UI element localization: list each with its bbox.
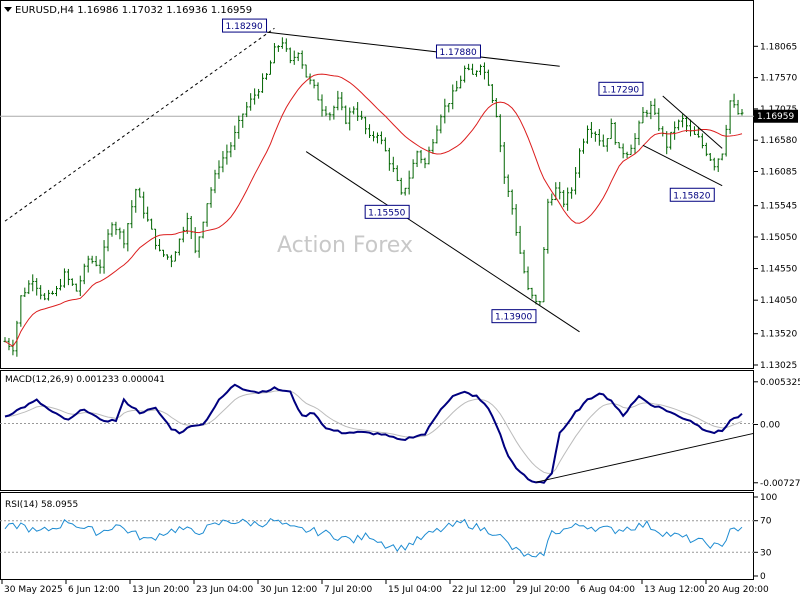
price-annotation-label: 1.17880 <box>439 48 476 58</box>
trendlines <box>4 27 723 333</box>
time-tick-label: 29 Jul 20:00 <box>516 585 570 595</box>
rsi-axis: 100 70 30 0 <box>0 493 777 582</box>
price-annotation-box <box>435 44 481 59</box>
time-tick-label: 15 Jul 04:00 <box>388 585 442 595</box>
time-tick-label: 23 Jun 04:00 <box>196 585 253 595</box>
price-annotation-box <box>222 18 268 33</box>
macd-panel <box>0 370 754 491</box>
moving-average-line <box>4 73 743 347</box>
price-tick-label: 1.13520 <box>760 330 797 340</box>
time-tick-label: 7 Jul 20:00 <box>324 585 373 595</box>
trendline <box>266 31 560 67</box>
time-axis: 30 May 2025 6 Jun 12:00 13 Jun 20:00 23 Jun… <box>1 580 769 595</box>
price-tick-label: 1.16085 <box>760 168 797 178</box>
time-tick-label: 30 May 2025 <box>4 585 63 595</box>
price-tick-label: 1.13025 <box>760 361 797 371</box>
price-annotation-label: 1.18290 <box>226 22 263 32</box>
trendline <box>4 27 275 222</box>
rsi-line <box>4 517 743 558</box>
trendline <box>305 151 580 333</box>
rsi-tick-label: 100 <box>760 493 777 503</box>
time-tick-label: 13 Aug 12:00 <box>644 585 705 595</box>
rsi-tick-label: 70 <box>760 517 772 527</box>
price-tick-label: 1.16580 <box>760 136 797 146</box>
price-annotation-label: 1.15820 <box>673 191 710 201</box>
price-annotations: 1.18290 1.17880 1.17290 1.15550 1.13900 1.158… <box>222 18 715 324</box>
price-annotation-label: 1.13900 <box>495 313 532 323</box>
macd-tick-label: -0.007273 <box>760 479 800 489</box>
symbol-header: EURUSD,H4 1.16986 1.17032 1.16936 1.1695… <box>15 5 252 16</box>
watermark: Action Forex <box>277 233 413 258</box>
price-bars <box>3 37 744 357</box>
price-annotation-label: 1.17290 <box>602 85 639 95</box>
rsi-title: RSI(14) 58.0955 <box>5 500 78 510</box>
trendline <box>642 144 723 187</box>
rsi-panel <box>0 492 754 580</box>
trendline <box>662 95 723 149</box>
macd-axis: 0.005325 0.00 -0.007273 <box>754 378 800 489</box>
time-tick-label: 20 Aug 20:00 <box>708 585 769 595</box>
price-annotation-label: 1.15550 <box>368 208 405 218</box>
macd-line <box>4 383 743 484</box>
price-tick-label: 1.18065 <box>760 42 797 52</box>
current-price-label: 1.16959 <box>757 112 794 122</box>
time-tick-label: 6 Jun 12:00 <box>68 585 120 595</box>
current-price-tag: 1.16959 <box>754 109 798 123</box>
price-annotation-box <box>669 187 715 202</box>
price-tick-label: 1.15050 <box>760 233 797 243</box>
macd-title: MACD(12,26,9) 0.001233 0.000041 <box>5 375 165 385</box>
time-tick-label: 13 Jun 20:00 <box>132 585 189 595</box>
price-axis: 1.180651.175701.170751.165801.160851.155… <box>754 42 797 371</box>
time-tick-label: 22 Jul 12:00 <box>452 585 506 595</box>
rsi-tick-label: 0 <box>760 572 766 582</box>
macd-trendline <box>535 432 755 483</box>
macd-tick-label: 0.005325 <box>760 378 800 388</box>
price-tick-label: 1.15545 <box>760 202 797 212</box>
macd-tick-label: 0.00 <box>760 420 780 430</box>
macd-signal-line <box>4 390 743 474</box>
price-tick-label: 1.14550 <box>760 265 797 275</box>
price-annotation-box <box>491 309 537 324</box>
rsi-tick-label: 30 <box>760 548 772 558</box>
menu-triangle-icon[interactable] <box>4 7 12 12</box>
price-tick-label: 1.14050 <box>760 296 797 306</box>
price-panel <box>0 0 754 369</box>
time-tick-label: 30 Jun 12:00 <box>260 585 317 595</box>
price-annotation-box <box>598 81 644 96</box>
price-tick-label: 1.17570 <box>760 74 797 84</box>
price-annotation-box <box>364 204 410 219</box>
time-tick-label: 6 Aug 04:00 <box>580 585 635 595</box>
